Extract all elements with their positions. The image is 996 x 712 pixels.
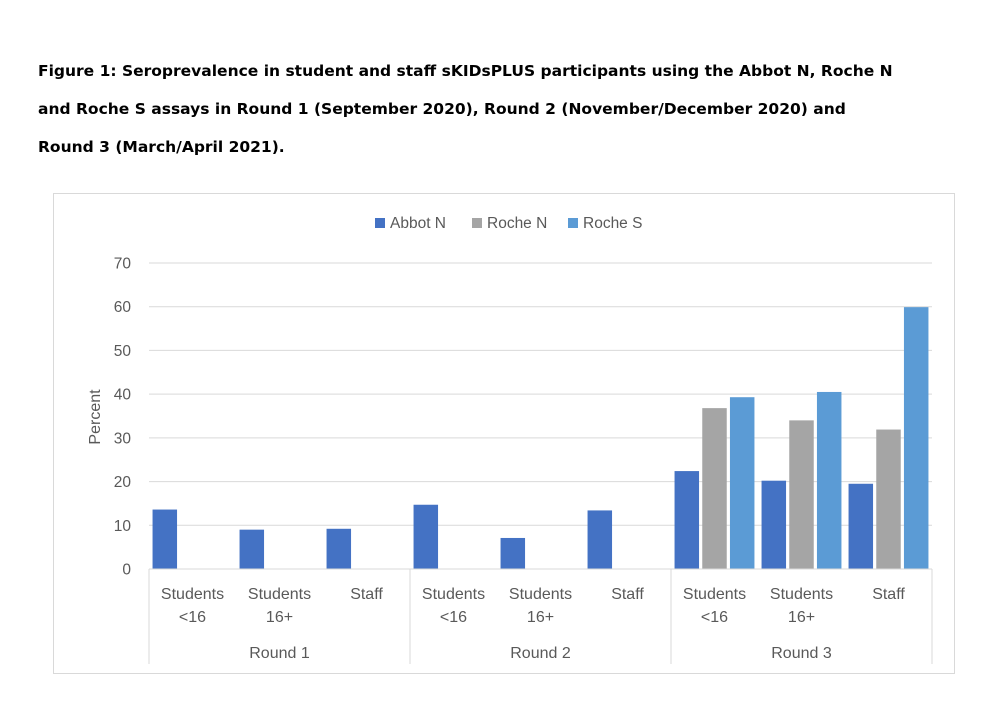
x-tick-label: Staff xyxy=(872,586,905,603)
y-tick-label: 60 xyxy=(114,299,132,316)
bar-abbot-n xyxy=(500,537,526,569)
x-tick-label: Students 16+ xyxy=(248,586,311,626)
legend-swatch xyxy=(568,218,578,228)
bar-abbot-n xyxy=(413,504,439,569)
x-tick-label: Students <16 xyxy=(161,586,224,626)
y-axis-label: Percent xyxy=(87,389,104,445)
legend-label: Roche S xyxy=(583,215,642,232)
bar-roche-s xyxy=(903,307,929,569)
caption-line-3: Round 3 (March/April 2021). xyxy=(38,138,285,156)
bar-abbot-n xyxy=(239,529,265,569)
legend-label: Roche N xyxy=(487,215,547,232)
bar-roche-n xyxy=(876,429,901,569)
group-label: Round 2 xyxy=(510,645,571,662)
y-tick-label: 30 xyxy=(114,430,132,447)
y-tick-label: 0 xyxy=(122,562,131,579)
y-axis-ticks: 0 10 20 30 40 50 60 70 xyxy=(114,256,132,579)
legend: Abbot N Roche N Roche S xyxy=(375,215,642,232)
x-tick-label: Students <16 xyxy=(422,586,485,626)
y-tick-label: 10 xyxy=(114,518,132,535)
chart-frame xyxy=(53,193,955,674)
y-tick-label: 20 xyxy=(114,474,132,491)
x-tick-label: Students <16 xyxy=(683,586,746,626)
x-tick-label: Staff xyxy=(611,586,644,603)
x-tick-label: Staff xyxy=(350,586,383,603)
x-axis: Students <16 Students 16+ Staff Round 1 Studen… xyxy=(148,568,933,664)
legend-swatch xyxy=(472,218,482,228)
legend-swatch xyxy=(375,218,385,228)
bar-abbot-n xyxy=(587,510,613,569)
x-tick-label: Students 16+ xyxy=(770,586,833,626)
x-tick-label: Students 16+ xyxy=(509,586,572,626)
caption-line-1: Figure 1: Seroprevalence in student and … xyxy=(38,62,893,80)
y-tick-label: 50 xyxy=(114,343,132,360)
bar-abbot-n xyxy=(761,480,787,569)
bar-abbot-n xyxy=(152,509,178,569)
bar-roche-s xyxy=(729,397,755,569)
group-label: Round 1 xyxy=(249,645,310,662)
y-tick-label: 40 xyxy=(114,387,132,404)
bar-roche-n xyxy=(789,420,814,569)
caption-line-2: and Roche S assays in Round 1 (September… xyxy=(38,100,846,118)
bar-roche-n xyxy=(702,408,727,569)
gridlines xyxy=(149,262,932,570)
bar-abbot-n xyxy=(326,528,352,569)
bars xyxy=(152,307,929,569)
bar-roche-s xyxy=(816,391,842,569)
bar-abbot-n xyxy=(848,483,874,569)
group-label: Round 3 xyxy=(771,645,832,662)
figure-caption: Figure 1: Seroprevalence in student and … xyxy=(38,52,968,166)
legend-label: Abbot N xyxy=(390,215,446,232)
bar-abbot-n xyxy=(674,471,700,569)
y-tick-label: 70 xyxy=(114,256,132,273)
